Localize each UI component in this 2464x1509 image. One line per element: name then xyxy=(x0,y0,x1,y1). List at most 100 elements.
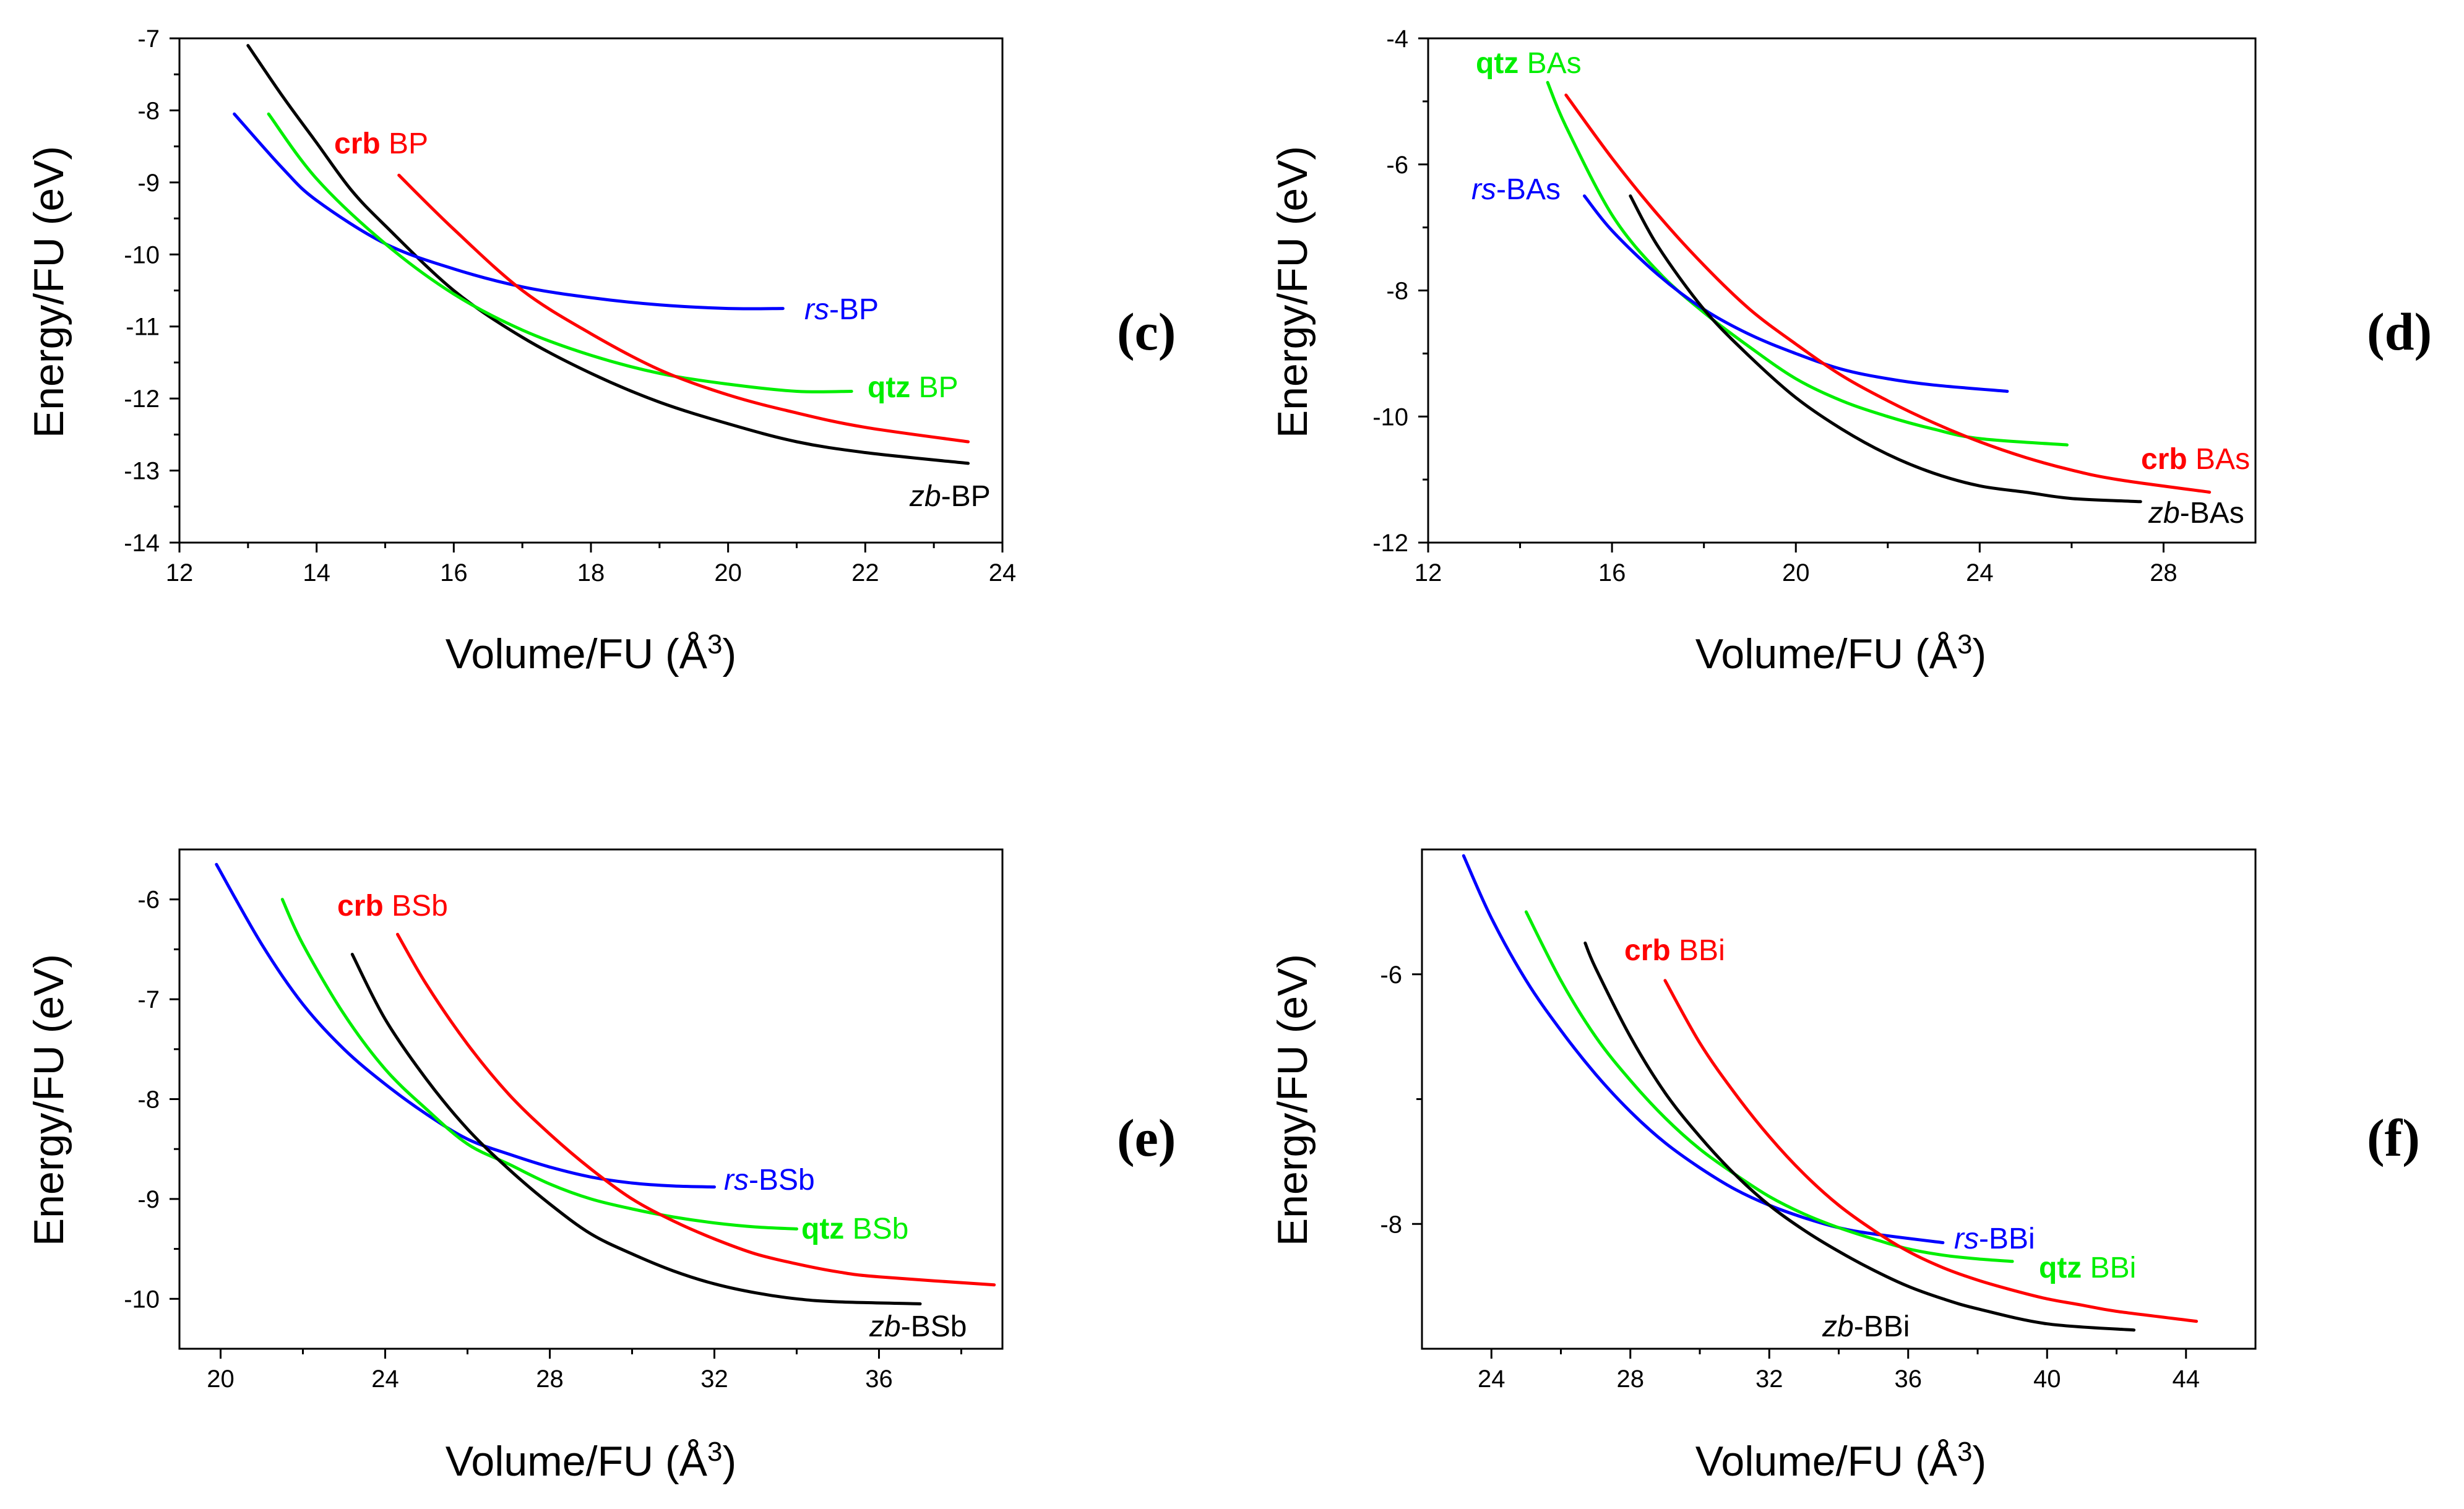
label-crb: crb BAs xyxy=(2141,443,2250,476)
x-tick-label: 28 xyxy=(2150,559,2178,587)
panel-label: (d) xyxy=(2367,302,2432,361)
x-tick-label: 44 xyxy=(2173,1365,2200,1393)
label-rs: rs-BBi xyxy=(1954,1223,2035,1255)
curve-zb-bas xyxy=(1629,194,2142,504)
x-tick-label: 24 xyxy=(1966,559,1994,587)
x-axis-title: Volume/FU (Å3) xyxy=(1695,629,1986,678)
plot-frame xyxy=(178,37,1004,544)
x-tick-label: 16 xyxy=(1598,559,1626,587)
label-rs: rs-BSb xyxy=(724,1164,815,1197)
curve-rs-bp xyxy=(233,112,785,311)
curves xyxy=(233,44,970,465)
label-zb: zb-BP xyxy=(909,480,991,513)
label-zb: zb-BAs xyxy=(2148,497,2244,530)
y-tick-label: -12 xyxy=(1372,530,1408,557)
curve-crb-bas xyxy=(1564,93,2212,494)
y-tick-label: -8 xyxy=(137,97,160,124)
y-tick-label: -13 xyxy=(124,458,160,485)
panel-c: 12 14 16 18 20 22 24-14-13-12-11-10-9-8-7 (c) … xyxy=(25,25,1176,677)
tick-marks: 12 16 20 24 28 -12 -10 -8 -6 -4 xyxy=(1372,25,2178,587)
x-tick-label: 12 xyxy=(1415,559,1442,587)
y-tick-label: -7 xyxy=(137,25,160,53)
curve-zb-bsb xyxy=(350,953,922,1305)
y-tick-label: -8 xyxy=(137,1086,160,1114)
x-axis-title: Volume/FU (Å3) xyxy=(1695,1437,1986,1485)
y-tick-label: -10 xyxy=(124,241,160,269)
label-crb: crb BBi xyxy=(1624,934,1725,967)
panel-label: (e) xyxy=(1117,1108,1176,1167)
curve-qtz-bp xyxy=(267,112,853,393)
panel-f: 24 28 32 36 40 44 -8 -6 (f) crb BBi rs-BBi qtz … xyxy=(1269,848,2420,1485)
label-rs: rs-BP xyxy=(804,293,879,326)
label-qtz: qtz BAs xyxy=(1476,47,1582,80)
x-tick-label: 24 xyxy=(371,1365,399,1393)
x-tick-label: 12 xyxy=(166,559,194,587)
y-tick-label: -11 xyxy=(126,314,160,341)
curve-qtz-bsb xyxy=(280,898,798,1231)
y-axis-title: Energy/FU (eV) xyxy=(25,954,72,1246)
panel-label: (c) xyxy=(1117,302,1176,361)
y-tick-label: -12 xyxy=(124,385,160,413)
x-axis-title: Volume/FU (Å3) xyxy=(446,629,736,678)
y-tick-label: -6 xyxy=(1380,961,1402,989)
tick-marks: 12 14 16 18 20 22 24 -14 -13 -12 -11 -10 -9 -8 -7 xyxy=(124,25,1016,587)
x-tick-label: 14 xyxy=(303,559,330,587)
curve-zb-bbi xyxy=(1583,941,2136,1332)
curve-rs-bsb xyxy=(215,862,716,1189)
curve-qtz-bbi xyxy=(1524,910,2014,1263)
x-tick-label: 20 xyxy=(1782,559,1810,587)
label-rs: rs-BAs xyxy=(1471,173,1561,206)
curves xyxy=(215,862,996,1305)
label-qtz: qtz BP xyxy=(868,371,958,404)
y-tick-label: -10 xyxy=(1372,403,1408,431)
y-tick-label: -9 xyxy=(137,170,160,197)
label-crb: crb BP xyxy=(334,127,428,160)
x-tick-label: 24 xyxy=(1478,1365,1506,1393)
x-tick-label: 20 xyxy=(714,559,742,587)
y-tick-label: -4 xyxy=(1386,25,1408,53)
panel-d: 12 16 20 24 28 -12 -10 -8 -6 -4 (d) qtz BAs rs-BA… xyxy=(1269,25,2432,677)
y-tick-label: -6 xyxy=(1386,152,1408,179)
y-tick-label: -14 xyxy=(124,530,160,557)
curves xyxy=(1546,80,2212,504)
x-tick-label: 18 xyxy=(577,559,605,587)
curve-crb-bsb xyxy=(396,932,996,1287)
x-axis-title: Volume/FU (Å3) xyxy=(446,1437,736,1485)
label-zb: zb-BSb xyxy=(869,1310,967,1343)
label-qtz: qtz BSb xyxy=(801,1213,908,1245)
x-tick-label: 22 xyxy=(851,559,879,587)
curves xyxy=(1462,854,2199,1332)
label-qtz: qtz BBi xyxy=(2039,1252,2136,1284)
y-tick-label: -9 xyxy=(137,1186,160,1213)
y-axis-title: Energy/FU (eV) xyxy=(1269,954,1316,1246)
curve-crb-bbi xyxy=(1663,979,2199,1323)
panel-e: 20 24 28 32 36 -10 -9 -8 -7 -6 (e) crb BSb rs-BSb… xyxy=(25,848,1176,1485)
x-tick-label: 32 xyxy=(700,1365,728,1393)
tick-marks: 24 28 32 36 40 44 -8 -6 xyxy=(1380,961,2200,1393)
y-axis-title: Energy/FU (eV) xyxy=(1269,146,1316,438)
x-tick-label: 32 xyxy=(1755,1365,1783,1393)
plot-frame xyxy=(178,848,1004,1350)
curve-rs-bas xyxy=(1583,194,2009,393)
x-tick-label: 28 xyxy=(1617,1365,1645,1393)
y-tick-label: -10 xyxy=(124,1286,160,1313)
x-tick-label: 24 xyxy=(989,559,1017,587)
x-tick-label: 36 xyxy=(1895,1365,1923,1393)
x-tick-label: 16 xyxy=(440,559,468,587)
label-zb: zb-BBi xyxy=(1822,1310,1910,1343)
y-axis-title: Energy/FU (eV) xyxy=(25,146,72,438)
y-tick-label: -8 xyxy=(1386,278,1408,305)
curve-zb-bp xyxy=(246,44,970,465)
tick-marks: 20 24 28 32 36 -10 -9 -8 -7 -6 xyxy=(124,887,962,1393)
curve-crb-bp xyxy=(397,173,970,444)
y-tick-label: -8 xyxy=(1380,1211,1402,1238)
y-tick-label: -7 xyxy=(137,986,160,1013)
x-tick-label: 36 xyxy=(865,1365,893,1393)
y-tick-label: -6 xyxy=(137,887,160,914)
label-crb: crb BSb xyxy=(337,890,448,922)
curve-qtz-bas xyxy=(1546,80,2069,447)
x-tick-label: 40 xyxy=(2033,1365,2061,1393)
x-tick-label: 28 xyxy=(536,1365,564,1393)
plot-frame xyxy=(1427,37,2257,544)
